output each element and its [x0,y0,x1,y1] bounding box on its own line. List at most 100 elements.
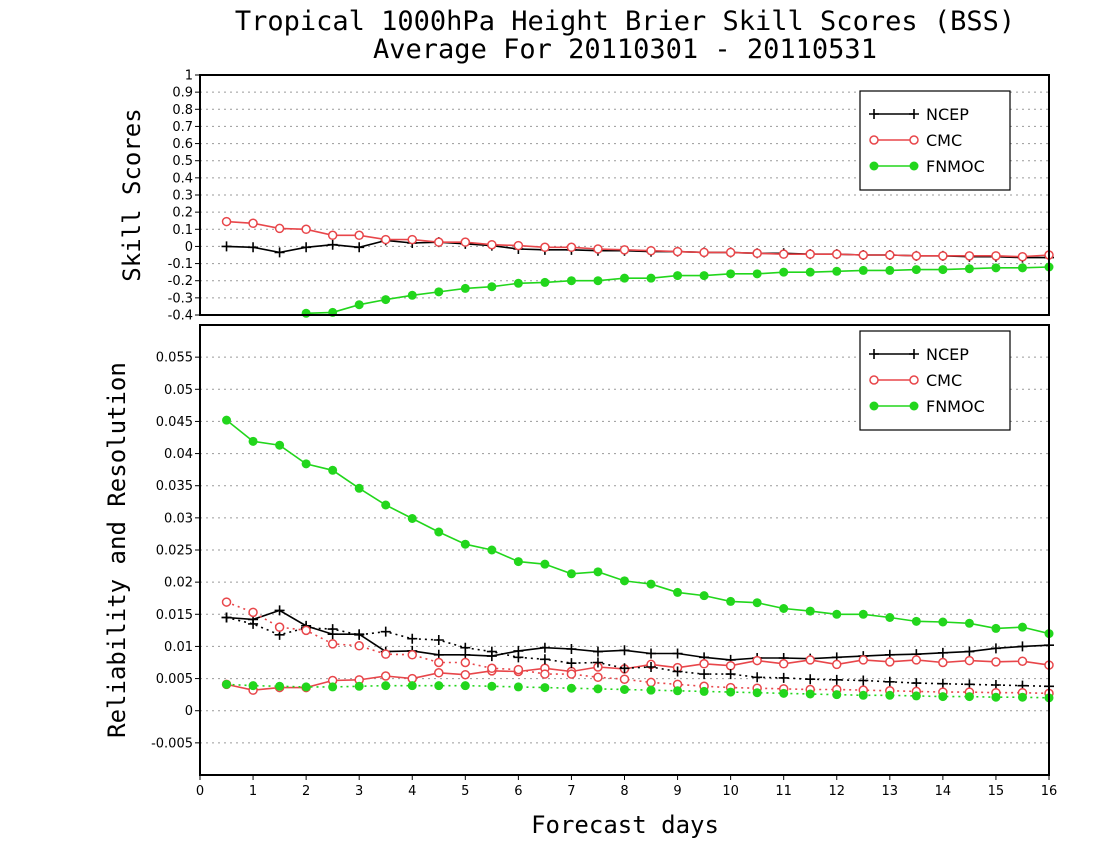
x-tick-label: 5 [461,784,469,799]
filled-circle-marker [911,691,921,701]
y-tick-label: 0.2 [172,206,193,221]
plus-marker [539,642,550,653]
legend-item-ncep: NCEP [869,105,969,124]
plus-marker [301,242,312,253]
filled-circle-marker [407,681,417,691]
plus-marker [248,618,259,629]
y-tick-label: 0.8 [172,103,193,118]
legend-label: NCEP [926,345,969,364]
plus-marker [248,242,259,253]
open-circle-marker [964,655,975,666]
plus-marker [327,624,338,635]
filled-circle-marker [938,692,948,702]
filled-circle-marker [248,681,258,691]
open-circle-marker [327,230,338,241]
legend-label: CMC [926,371,962,390]
open-circle-marker [274,622,285,632]
filled-circle-marker [381,295,391,305]
x-tick-label: 3 [355,784,363,799]
open-circle-marker [725,247,736,258]
filled-circle-marker [381,500,391,510]
plus-marker [486,646,497,657]
open-circle-marker [885,657,895,667]
filled-circle-marker [407,514,417,523]
plus-marker [513,652,524,663]
open-circle-marker [646,677,656,688]
filled-circle-marker [566,683,576,693]
reliability-series-cmc-resolution [221,597,1054,699]
plus-marker [327,239,338,250]
filled-circle-marker [726,596,736,606]
filled-circle-marker [301,308,311,318]
plus-marker [274,247,285,258]
filled-circle-marker [275,681,285,691]
plus-marker [407,633,418,644]
filled-circle-marker [911,265,921,275]
filled-circle-marker [832,609,842,619]
open-circle-marker [301,625,311,636]
filled-circle-marker [938,265,948,275]
x-tick-label: 9 [673,784,681,799]
open-circle-marker [1017,656,1028,666]
reliability-y-axis-label: Reliability and Resolution [103,362,131,738]
skill-score-series-ncep [221,235,1054,263]
filled-circle-marker [1017,263,1027,273]
plus-marker [1017,641,1028,652]
x-tick-label: 1 [249,784,257,799]
filled-circle-marker [513,278,523,288]
open-circle-marker [301,224,311,235]
open-circle-marker [778,659,789,669]
open-circle-marker [460,237,471,247]
open-circle-marker [407,650,417,660]
legend-item-cmc: CMC [869,371,962,390]
skill-score-panel: -0.4 -0.3 -0.2 -0.1 0 0.1 0.2 0.3 0.4 0.5 0.6 0.7 0.… [118,69,1054,324]
filled-circle-marker [869,401,879,411]
filled-circle-marker [673,587,683,597]
filled-circle-marker [964,264,974,274]
filled-circle-marker [699,686,709,696]
y-tick-label: 0.04 [164,447,193,462]
open-circle-marker [380,234,391,245]
series-line [226,419,1050,635]
y-tick-label: 0.9 [172,86,193,101]
filled-circle-marker [964,618,974,628]
filled-circle-marker [991,263,1001,273]
y-tick-label: -0.005 [151,736,193,751]
plus-marker [990,643,1001,654]
open-circle-marker [248,218,258,229]
filled-circle-marker [911,616,921,626]
open-circle-marker [885,250,895,260]
open-circle-marker [909,135,919,145]
filled-circle-marker [354,681,364,691]
open-circle-marker [619,674,630,684]
filled-circle-marker [222,415,232,425]
open-circle-marker [805,249,815,259]
y-tick-label: 0.055 [156,351,193,366]
filled-circle-marker [964,692,974,702]
filled-circle-marker [752,269,762,279]
filled-circle-marker [354,483,364,493]
series-line [226,239,1049,259]
y-tick-label: -0.2 [168,274,193,289]
filled-circle-marker [328,465,338,475]
plus-marker [831,674,842,685]
open-circle-marker [619,245,630,255]
filled-circle-marker [909,161,919,171]
open-circle-marker [858,250,869,260]
filled-circle-marker [593,684,603,694]
open-circle-marker [672,246,683,257]
filled-circle-marker [938,617,948,627]
plus-marker [354,242,365,253]
filled-circle-marker [779,688,789,698]
plus-marker [911,678,922,689]
open-circle-marker [964,251,975,261]
x-tick-label: 6 [514,784,522,799]
y-tick-label: 0.6 [172,137,193,152]
open-circle-marker [832,249,842,259]
series-line [226,659,1050,691]
filled-circle-marker [805,606,815,616]
open-circle-marker [646,245,656,256]
filled-circle-marker [354,300,364,310]
legend-label: FNMOC [926,397,985,416]
legend-item-fnmoc: FNMOC [869,157,985,176]
